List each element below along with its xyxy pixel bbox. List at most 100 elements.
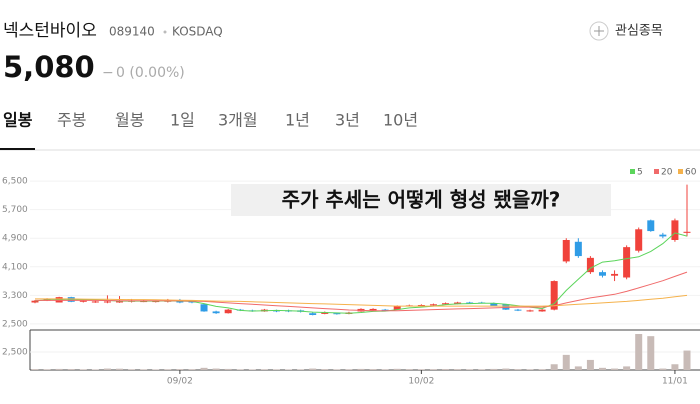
volume-bar <box>140 369 148 370</box>
volume-bar <box>454 369 462 370</box>
annotation: 주가 추세는 어떻게 형성 됐을까? <box>282 188 561 212</box>
volume-bar <box>345 369 353 370</box>
watch-label[interactable]: 관심종목 <box>615 24 663 39</box>
candle-body <box>321 312 329 314</box>
stock-code: 089140 <box>109 25 155 39</box>
tab[interactable]: 주봉 <box>57 111 86 130</box>
volume-bar <box>297 369 305 370</box>
volume-bar <box>671 364 679 370</box>
x-tick-label: 10/02 <box>408 377 434 387</box>
y-tick-label: 4,100 <box>2 262 28 272</box>
volume-bar <box>574 366 582 370</box>
candle-body <box>369 308 377 311</box>
candle-body <box>454 302 462 304</box>
candle-body <box>103 301 111 303</box>
separator-dot <box>163 30 167 34</box>
tab[interactable]: 3년 <box>335 111 360 130</box>
candle-body <box>562 240 570 262</box>
volume-bar <box>128 369 136 370</box>
candle-body <box>647 220 655 232</box>
volume-bar <box>357 368 365 370</box>
tabs: 일봉 주봉 월봉 1일 3개월 1년 3년 10년 <box>3 111 418 130</box>
volume-bar <box>442 369 450 370</box>
volume-bar <box>647 336 655 370</box>
y-tick-label: 6,500 <box>2 177 28 187</box>
volume-bar <box>611 368 619 370</box>
tab[interactable]: 일봉 <box>3 111 33 130</box>
volume-bar <box>417 369 425 370</box>
candle-body <box>176 300 184 303</box>
tab[interactable]: 월봉 <box>115 111 144 130</box>
candle-body <box>598 272 606 276</box>
y-tick-label: 4,900 <box>2 234 28 244</box>
volume-bar <box>586 359 594 370</box>
candle-body <box>309 313 317 315</box>
candle-body <box>466 302 474 304</box>
volume-bar <box>224 368 232 370</box>
price: 5,080 <box>3 50 95 84</box>
volume-bar <box>91 369 99 370</box>
volume-bar <box>502 368 510 370</box>
tab[interactable]: 10년 <box>383 111 418 130</box>
candle-body <box>224 309 232 314</box>
volume-bar <box>285 369 293 370</box>
legend-swatch <box>678 169 683 174</box>
candle-body <box>333 313 341 315</box>
volume-bar <box>309 368 317 370</box>
volume-bar <box>248 369 256 370</box>
volume-bar <box>405 369 413 370</box>
volume-bar <box>514 369 522 370</box>
candle-body <box>514 309 522 311</box>
candle-body <box>586 257 594 273</box>
volume-bar <box>538 369 546 370</box>
tab[interactable]: 3개월 <box>218 111 258 130</box>
volume-bar <box>333 369 341 370</box>
candle-body <box>574 241 582 257</box>
volume-bar <box>381 369 389 370</box>
tab[interactable]: 1년 <box>285 111 310 130</box>
volume-bar <box>43 369 51 370</box>
y-tick-label: 3,300 <box>2 291 28 301</box>
candle-body <box>31 300 39 303</box>
volume-bar <box>635 334 643 370</box>
plus-sign <box>594 26 604 36</box>
volume-bar <box>67 369 75 370</box>
candle-body <box>91 301 99 303</box>
volume-bar <box>490 368 498 370</box>
tab[interactable]: 1일 <box>170 111 195 130</box>
candle-body <box>671 220 679 240</box>
candle-body <box>200 304 208 312</box>
candle-body <box>490 303 498 307</box>
volume-bar <box>116 368 124 370</box>
volume-bar <box>236 369 244 370</box>
volume-bar <box>369 369 377 370</box>
volume-bar <box>152 369 160 370</box>
candle-body <box>526 310 534 312</box>
legend-swatch <box>630 169 635 174</box>
legend-label: 5 <box>637 168 643 178</box>
volume-bar <box>478 369 486 370</box>
candle-body <box>611 273 619 276</box>
candle-body <box>116 301 124 303</box>
volume-bar <box>321 369 329 370</box>
volume-bar <box>526 369 534 370</box>
volume-bar <box>212 368 220 370</box>
market: KOSDAQ <box>172 25 223 39</box>
candle-body <box>683 231 691 233</box>
candle-body <box>393 306 401 310</box>
legend-label: 20 <box>661 168 673 178</box>
watch-button[interactable]: 관심종목 <box>589 21 663 41</box>
volume-bar <box>55 368 63 370</box>
volume-bar <box>466 369 474 370</box>
volume-bar <box>200 367 208 370</box>
volume-bar <box>550 364 558 370</box>
candle-body <box>212 311 220 314</box>
volume-bar <box>103 368 111 370</box>
change: 0 (0.00%) <box>116 65 185 81</box>
volume-bar <box>79 369 87 370</box>
volume-bar <box>659 368 667 370</box>
change-sign: − <box>102 65 114 81</box>
candle-body <box>623 247 631 278</box>
volume-bar <box>176 369 184 370</box>
